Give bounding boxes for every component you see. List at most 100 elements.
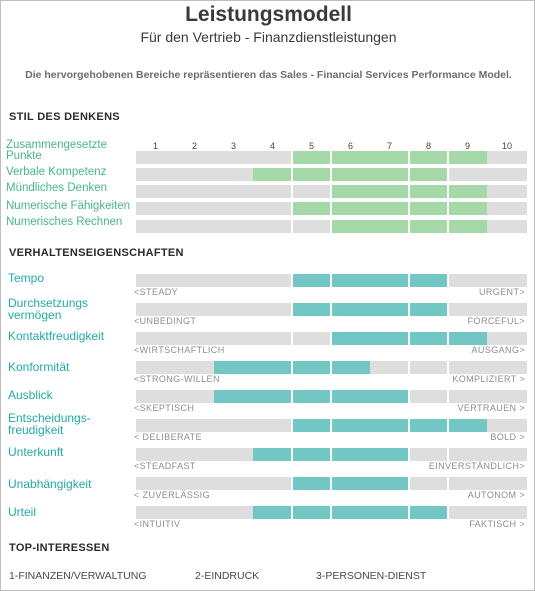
behavior-row-4-track: [136, 361, 527, 374]
segment-divider: [330, 303, 332, 316]
behavior-row-2-track: [136, 303, 527, 316]
segment-divider: [408, 448, 410, 461]
thinking-row-2-track: [136, 168, 527, 181]
behavior-row-7-left-anchor: <STEADFAST: [134, 461, 196, 471]
segment-divider: [447, 390, 449, 403]
thinking-row-3-track: [136, 185, 527, 198]
behavior-row-7-label: Unterkunft: [8, 445, 64, 459]
segment-divider: [330, 506, 332, 519]
intro-text: Die hervorgehobenen Bereiche repräsentie…: [25, 69, 512, 81]
segment-divider: [330, 448, 332, 461]
behavior-row-2-left-anchor: <UNBEDINGT: [134, 316, 197, 326]
behavior-row-3-track: [136, 332, 527, 345]
thinking-row-5-track: [136, 220, 527, 233]
segment-divider: [291, 448, 293, 461]
behavior-row-8-label: Unabhängigkeit: [8, 477, 92, 491]
behavior-row-2-right-anchor: FORCEFUL>: [467, 316, 525, 326]
tick-label: 5: [308, 141, 314, 151]
page-title: Leistungsmodell: [185, 3, 352, 26]
behavior-row-7-track: [136, 448, 527, 461]
behavior-row-2-label: Durchsetzungs vermögen: [8, 296, 89, 322]
behavior-row-1-right-anchor: URGENT>: [478, 287, 525, 297]
behavior-row-1-left-anchor: <STEADY: [134, 287, 179, 297]
segment-divider: [330, 332, 332, 345]
segment-divider: [291, 220, 293, 233]
segment-divider: [330, 419, 332, 432]
segment-divider: [447, 477, 449, 490]
segment-divider: [291, 332, 293, 345]
behavior-row-4-right-anchor: KOMPLIZIERT >: [452, 374, 525, 384]
behavior-row-1-track: [136, 274, 527, 287]
segment-divider: [291, 185, 293, 198]
thinking-row-1-label: Zusammengesetzte Punkte: [6, 139, 107, 162]
behavior-row-6-track: [136, 419, 527, 432]
segment-divider: [330, 168, 332, 181]
segment-divider: [447, 361, 449, 374]
segment-divider: [330, 477, 332, 490]
section-title-behavior: VERHALTENSEIGENSCHAFTEN: [9, 247, 184, 259]
tick-label: 7: [386, 141, 392, 151]
segment-divider: [291, 361, 293, 374]
section-title-interests: TOP-INTERESSEN: [9, 542, 110, 554]
segment-divider: [408, 202, 410, 215]
behavior-row-9-bar: [253, 506, 448, 519]
segment-divider: [447, 168, 449, 181]
segment-divider: [447, 332, 449, 345]
behavior-row-9-label: Urteil: [8, 505, 37, 519]
behavior-row-9-left-anchor: <INTUITIV: [134, 519, 181, 529]
segment-divider: [447, 303, 449, 316]
behavior-row-5-bar: [214, 390, 409, 403]
behavior-row-4-left-anchor: <STRONG-WILLEN: [134, 374, 220, 384]
behavior-row-3-right-anchor: AUSGANG>: [471, 345, 525, 355]
segment-divider: [408, 506, 410, 519]
segment-divider: [330, 185, 332, 198]
thinking-row-4-bar: [292, 202, 487, 215]
behavior-row-1-bar: [292, 274, 448, 287]
interest-item-2: 2-EINDRUCK: [195, 570, 260, 582]
tick-label: 4: [269, 141, 275, 151]
segment-divider: [330, 202, 332, 215]
segment-divider: [330, 151, 332, 164]
segment-divider: [408, 361, 410, 374]
segment-divider: [291, 303, 293, 316]
thinking-row-4-label: Numerische Fähigkeiten: [6, 200, 131, 212]
segment-divider: [408, 151, 410, 164]
behavior-row-4-label: Konformität: [8, 360, 70, 374]
segment-divider: [408, 390, 410, 403]
thinking-row-4-track: [136, 202, 527, 215]
behavior-row-9-right-anchor: FAKTISCH >: [469, 519, 525, 529]
behavior-row-8-track: [136, 477, 527, 490]
behavior-row-5-track: [136, 390, 527, 403]
page-subtitle: Für den Vertrieb - Finanzdienstleistunge…: [140, 29, 397, 45]
segment-divider: [291, 168, 293, 181]
tick-label: 3: [230, 141, 236, 151]
tick-label: 6: [347, 141, 353, 151]
segment-divider: [291, 390, 293, 403]
behavior-row-3-label: Kontaktfreudigkeit: [8, 329, 105, 343]
behavior-row-8-bar: [292, 477, 409, 490]
segment-divider: [291, 477, 293, 490]
thinking-row-1-bar: [292, 151, 487, 164]
segment-divider: [447, 506, 449, 519]
segment-divider: [408, 303, 410, 316]
thinking-row-3-label: Mündliches Denken: [6, 182, 108, 194]
tick-label: 2: [191, 141, 197, 151]
segment-divider: [408, 220, 410, 233]
behavior-row-6-label: Entscheidungs- freudigkeit: [8, 411, 91, 437]
segment-divider: [447, 151, 449, 164]
behavior-row-6-right-anchor: BOLD >: [490, 432, 525, 442]
behavior-row-5-label: Ausblick: [8, 388, 53, 402]
segment-divider: [291, 202, 293, 215]
segment-divider: [291, 419, 293, 432]
behavior-row-9-track: [136, 506, 527, 519]
behavior-row-6-left-anchor: < DELIBERATE: [134, 432, 202, 442]
segment-divider: [330, 390, 332, 403]
tick-label: 1: [152, 141, 158, 151]
interest-item-3: 3-PERSONEN-DIENST: [316, 570, 427, 582]
segment-divider: [447, 274, 449, 287]
behavior-row-8-left-anchor: < ZUVERLÄSSIG: [134, 490, 210, 500]
section-title-thinking: STIL DES DENKENS: [9, 111, 120, 123]
behavior-row-5-left-anchor: <SKEPTISCH: [134, 403, 195, 413]
tick-label: 9: [464, 141, 470, 151]
